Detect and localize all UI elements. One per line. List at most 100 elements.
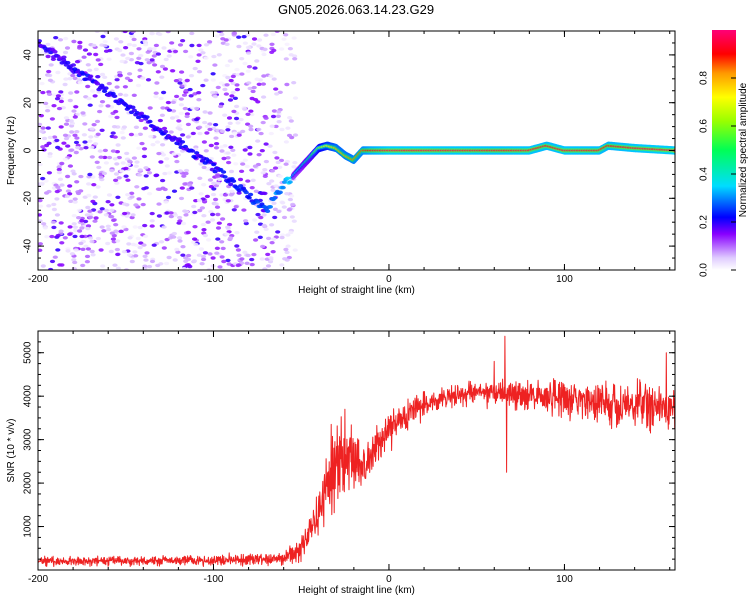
noise-cell [200,51,206,55]
noise-cell [120,161,126,165]
x-tick-label: 100 [556,574,573,585]
x-tick-label: 0 [386,274,392,285]
noise-cell [279,263,285,267]
noise-cell [40,126,46,130]
noise-cell [141,243,147,247]
snr-plot: -200 -100 0 100 1000 2000 3000 4000 5000 Height o… [6,330,676,596]
noise-cell [131,156,137,160]
noise-cell [270,169,276,173]
noise-cell [273,87,279,91]
noise-cell [68,119,74,123]
noise-cell [148,134,154,139]
signal-trace [231,179,237,183]
noise-cell [114,247,120,252]
noise-cell [122,211,128,216]
signal-trace [103,86,109,90]
noise-cell [94,160,100,164]
noise-cell [254,230,260,234]
noise-cell [54,197,60,201]
noise-cell [133,203,139,207]
signal-trace [228,182,234,187]
noise-cell [271,109,277,113]
noise-cell [225,225,231,229]
page-title: GN05.2026.063.14.23.G29 [278,2,434,17]
noise-cell [80,247,86,251]
noise-cell [240,129,246,134]
noise-cell [62,157,68,161]
noise-cell [261,213,267,217]
noise-cell [247,152,253,156]
noise-cell [119,130,125,135]
noise-cell [272,207,278,211]
noise-cell [121,250,127,254]
noise-cell [71,39,77,44]
noise-cell [112,135,118,139]
noise-cell [284,192,290,196]
noise-cell [211,181,217,185]
noise-cell [129,259,135,264]
noise-cell [165,31,171,34]
noise-cell [161,46,167,50]
noise-cell [55,248,61,252]
colorbar-title: Normalized spectral amplitude [738,82,749,217]
noise-cell [75,112,81,117]
noise-cell [207,127,213,132]
noise-cell [241,35,247,39]
noise-cell [65,249,71,253]
noise-cell [127,72,133,76]
noise-cell [252,218,258,222]
noise-cell [46,69,52,74]
noise-cell [283,57,289,61]
noise-cell [239,57,245,61]
noise-cell [58,221,64,225]
noise-cell [196,70,203,74]
noise-cell [185,230,191,235]
noise-cell [288,119,294,123]
noise-cell [146,61,152,65]
noise-cell [197,208,203,213]
noise-cell [108,249,114,254]
noise-cell [45,105,51,109]
noise-cell [235,248,241,252]
noise-cell [165,100,171,105]
noise-cell [111,218,117,222]
noise-cell [285,233,291,237]
noise-cell [269,42,275,46]
noise-cell [224,42,230,46]
noise-cell [74,90,80,94]
noise-cell [78,174,84,179]
noise-cell [85,226,91,231]
noise-cell [208,210,214,214]
noise-cell [55,94,62,98]
noise-cell [230,148,236,152]
noise-cell [265,264,272,268]
noise-cell [61,141,67,145]
noise-cell [49,234,55,239]
noise-cell [256,153,262,157]
signal-trace [287,180,293,184]
noise-cell [121,202,128,206]
noise-cell [63,116,69,120]
noise-cell [263,33,269,37]
noise-cell [51,104,57,108]
noise-cell [196,91,202,95]
noise-cell [234,83,240,87]
noise-cell [143,166,149,170]
noise-cell [185,257,191,262]
noise-cell [129,195,135,199]
noise-cell [86,182,92,186]
noise-cell [247,145,253,150]
noise-cell [76,208,82,212]
noise-cell [186,253,192,258]
noise-cell [250,178,256,182]
noise-cell [239,72,245,76]
noise-cell [88,215,94,219]
noise-cell [239,257,245,261]
noise-cell [268,256,274,260]
noise-cell [43,101,49,106]
noise-cell [259,149,265,153]
y-axis-title: SNR (10 * v/v) [6,419,17,483]
noise-cell [292,96,299,100]
noise-cell [59,263,65,267]
noise-cell [90,175,96,179]
